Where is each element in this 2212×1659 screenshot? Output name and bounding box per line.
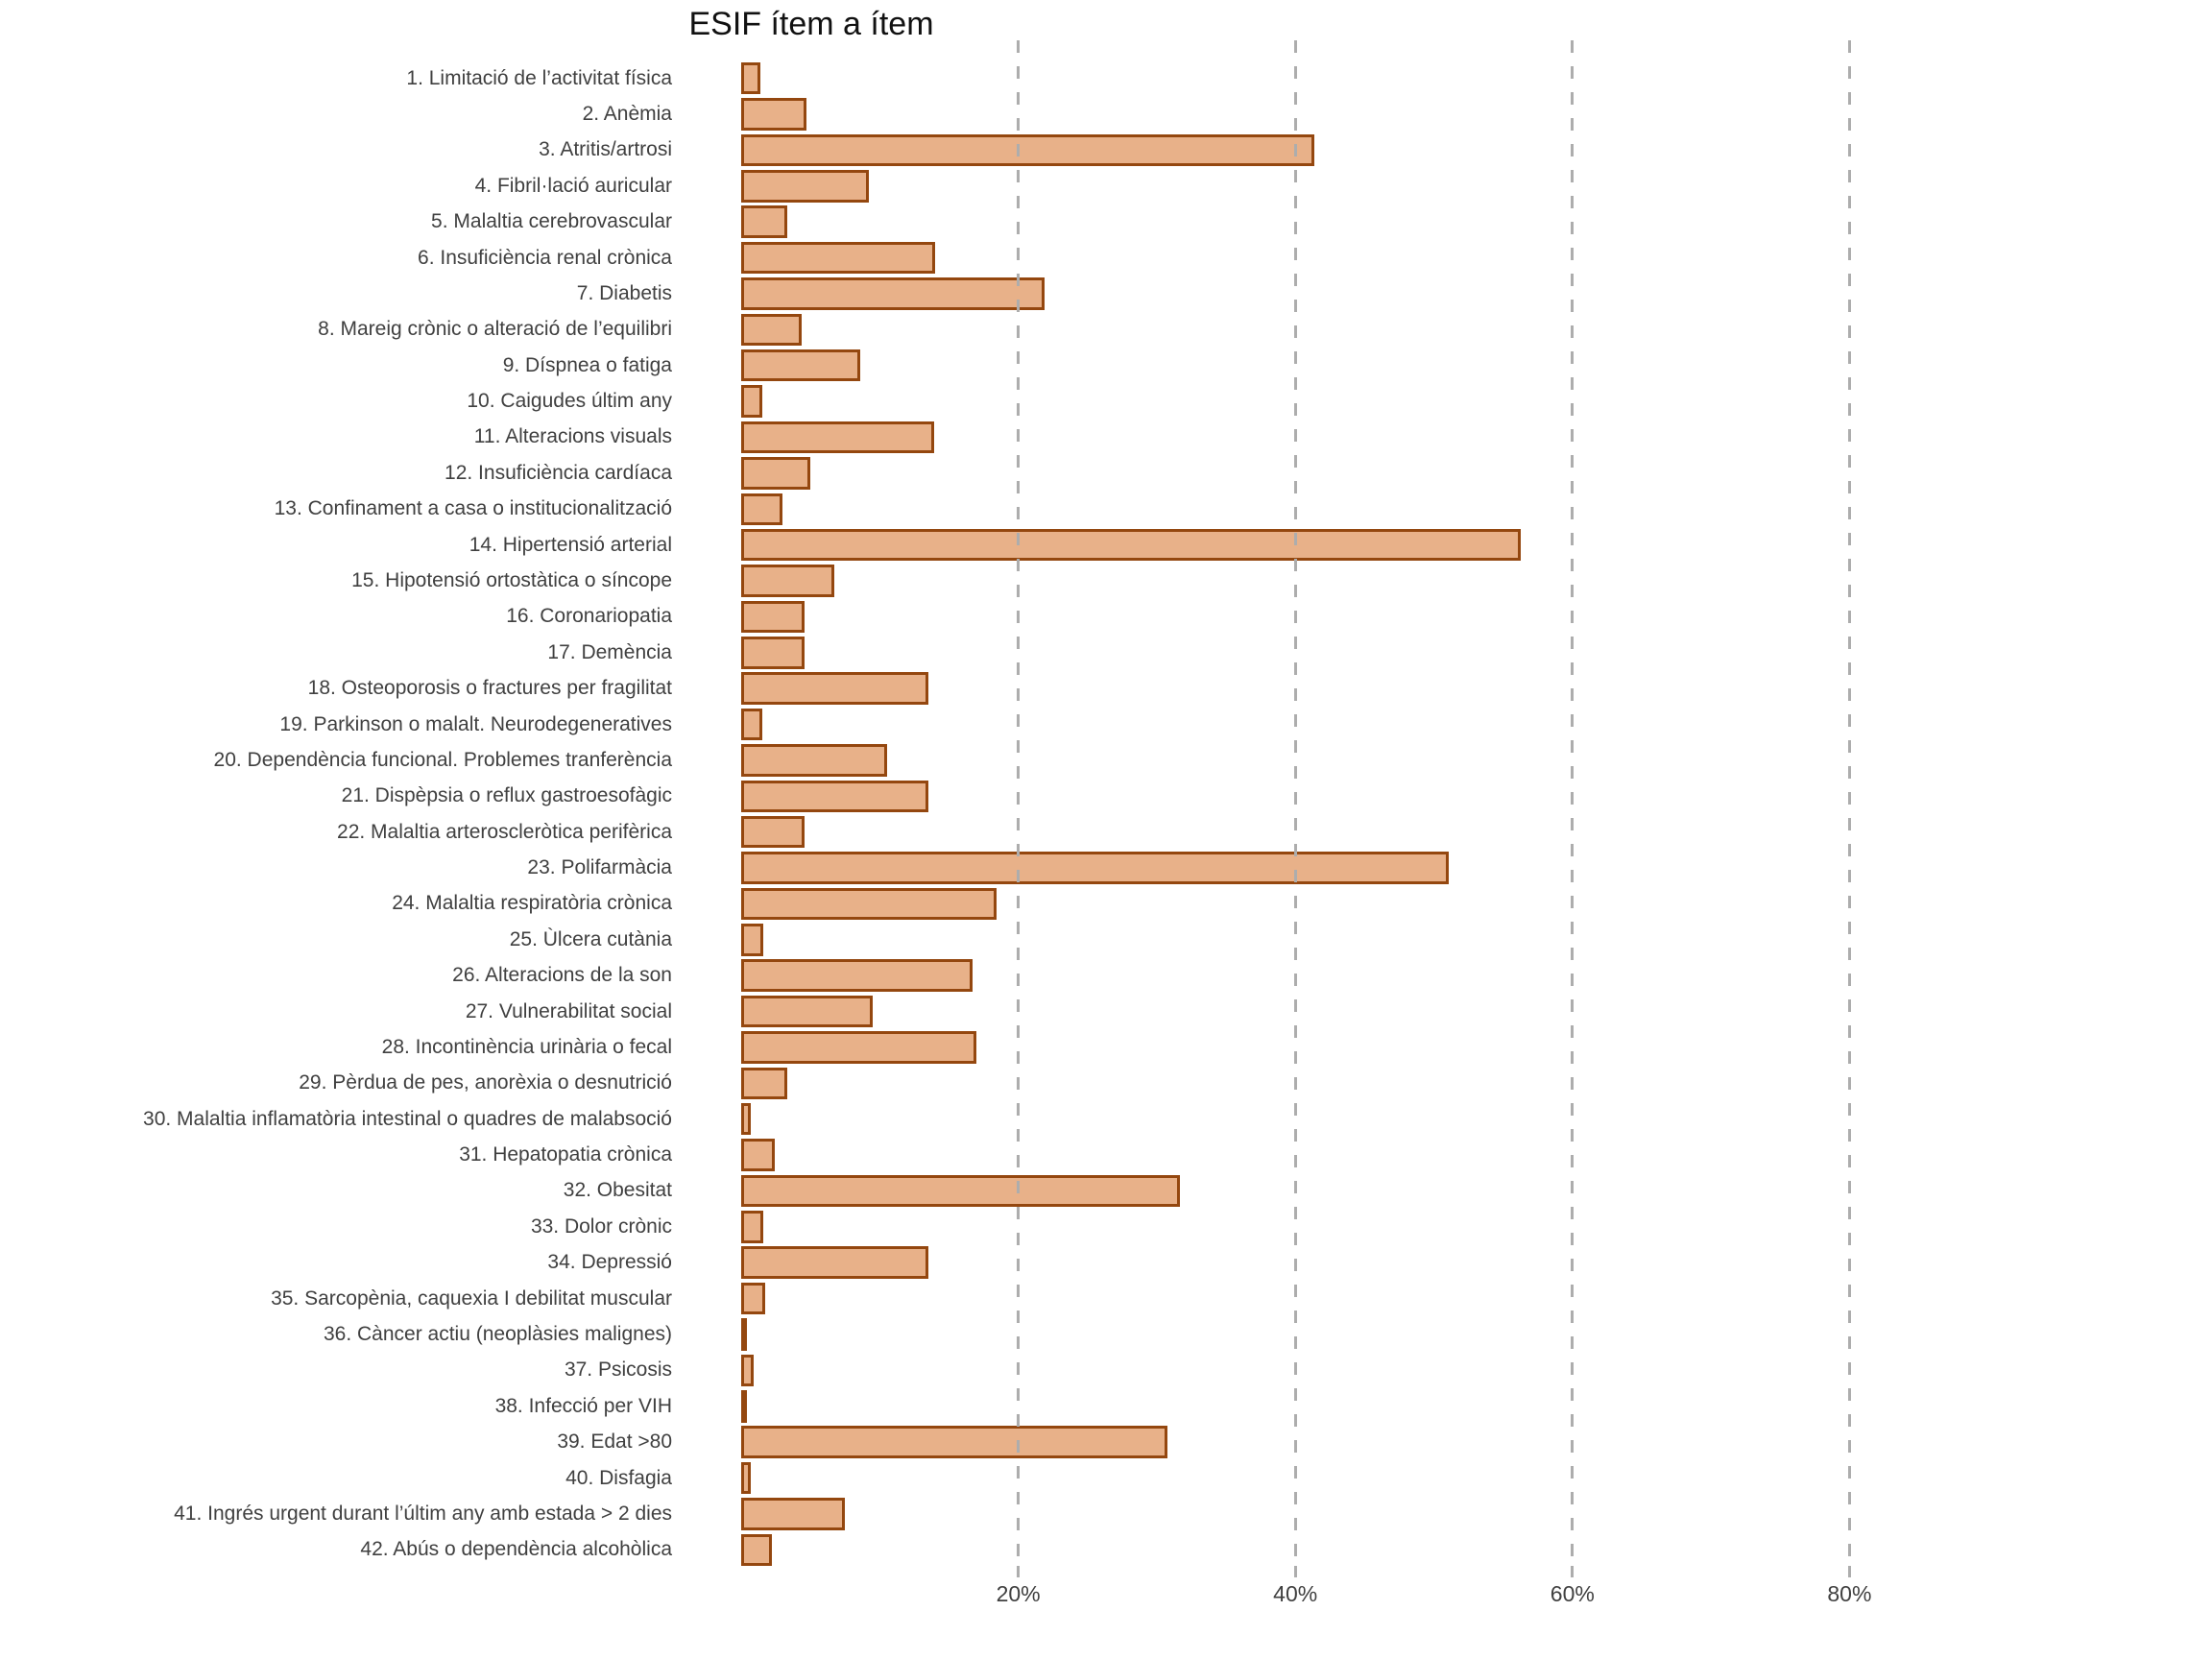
bar <box>741 385 762 418</box>
category-label: 19. Parkinson o malalt. Neurodegenerativ… <box>279 712 672 735</box>
category-label: 36. Càncer actiu (neoplàsies malignes) <box>323 1322 672 1345</box>
category-label: 11. Alteracions visuals <box>473 425 672 448</box>
category-label: 10. Caigudes últim any <box>467 390 672 413</box>
bar <box>741 1390 747 1423</box>
category-label: 28. Incontinència urinària o fecal <box>381 1035 672 1058</box>
category-label: 33. Dolor crònic <box>530 1214 672 1238</box>
bar <box>741 959 973 992</box>
bar <box>741 1211 764 1243</box>
x-tick-label: 20% <box>996 1581 1041 1606</box>
category-label: 17. Demència <box>547 640 672 663</box>
tick-mark <box>1847 1566 1851 1577</box>
category-label: 40. Disfagia <box>565 1466 672 1489</box>
bar <box>741 1498 846 1530</box>
bar <box>741 1246 928 1279</box>
category-label: 4. Fibril·lació auricular <box>474 174 672 197</box>
category-label: 20. Dependència funcional. Problemes tra… <box>213 748 672 771</box>
bar <box>741 1354 754 1387</box>
category-label: 8. Mareig crònic o alteració de l’equili… <box>318 318 672 341</box>
category-label: 26. Alteracions de la son <box>452 964 672 987</box>
bar <box>741 815 805 849</box>
x-tick-label: 60% <box>1550 1581 1595 1606</box>
category-label: 34. Depressió <box>547 1251 672 1274</box>
category-label: 38. Infecció per VIH <box>494 1394 672 1417</box>
bar <box>741 600 805 634</box>
bar <box>741 1067 787 1100</box>
bar <box>741 1533 772 1567</box>
bar <box>741 205 787 238</box>
bar <box>741 1282 765 1315</box>
category-label: 14. Hipertensió arterial <box>469 533 672 556</box>
bar <box>741 1139 775 1171</box>
bar <box>741 421 934 454</box>
category-label: 9. Díspnea o fatiga <box>502 353 672 376</box>
bar <box>741 241 936 275</box>
category-label: 22. Malaltia arteroscleròtica perifèrica <box>337 820 672 843</box>
category-label: 7. Diabetis <box>576 281 672 304</box>
bar <box>741 924 764 956</box>
bar <box>741 708 762 741</box>
bar <box>741 887 997 921</box>
category-label: 37. Psicosis <box>564 1358 672 1382</box>
bar <box>741 1102 752 1136</box>
bar <box>741 852 1450 884</box>
category-label: 29. Pèrdua de pes, anorèxia o desnutrici… <box>299 1071 672 1094</box>
gridline-20% <box>1017 40 1021 1566</box>
bar <box>741 637 805 669</box>
bar <box>741 1426 1168 1458</box>
category-label: 32. Obesitat <box>563 1179 672 1202</box>
category-label: 18. Osteoporosis o fractures per fragili… <box>307 677 672 700</box>
tick-mark <box>1293 1566 1297 1577</box>
bar <box>741 1174 1181 1208</box>
bar <box>741 1031 977 1064</box>
category-label: 1. Limitació de l’activitat física <box>406 66 672 89</box>
category-label: 31. Hepatopatia crònica <box>459 1143 672 1166</box>
bar <box>741 277 1046 310</box>
bar <box>741 995 874 1028</box>
chart-title: ESIF ítem a ítem <box>688 6 934 42</box>
category-label: 3. Atritis/artrosi <box>539 138 672 161</box>
category-label: 42. Abús o dependència alcohòlica <box>360 1538 672 1561</box>
category-label: 30. Malaltia inflamatòria intestinal o q… <box>143 1107 672 1130</box>
bar <box>741 1461 752 1495</box>
category-label: 41. Ingrés urgent durant l’últim any amb… <box>174 1502 672 1525</box>
category-label: 15. Hipotensió ortostàtica o síncope <box>351 569 672 591</box>
x-tick-label: 80% <box>1827 1581 1872 1606</box>
bar <box>741 565 834 597</box>
gridline-40% <box>1293 40 1297 1566</box>
bar <box>741 493 783 525</box>
bar <box>741 672 928 705</box>
tick-mark <box>1571 1566 1575 1577</box>
bar <box>741 780 928 813</box>
category-label: 27. Vulnerabilitat social <box>465 999 672 1022</box>
bar <box>741 133 1315 167</box>
category-label: 35. Sarcopènia, caquexia I debilitat mus… <box>271 1286 672 1310</box>
category-label: 5. Malaltia cerebrovascular <box>431 210 672 233</box>
category-label: 12. Insuficiència cardíaca <box>445 461 672 484</box>
tick-mark <box>1017 1566 1021 1577</box>
category-label: 25. Ùlcera cutània <box>509 927 672 950</box>
category-label: 16. Coronariopatia <box>506 605 672 628</box>
gridline-60% <box>1571 40 1575 1566</box>
bar <box>741 744 887 777</box>
x-tick-label: 40% <box>1273 1581 1318 1606</box>
bar <box>741 61 761 95</box>
category-label: 21. Dispèpsia o reflux gastroesofàgic <box>341 784 672 807</box>
bar <box>741 98 806 131</box>
category-label: 24. Malaltia respiratòria crònica <box>392 892 672 915</box>
bar <box>741 528 1522 562</box>
category-label: 6. Insuficiència renal crònica <box>418 246 672 269</box>
bar <box>741 1318 747 1351</box>
bar <box>741 457 811 490</box>
bar <box>741 170 869 203</box>
category-label: 39. Edat >80 <box>557 1431 672 1454</box>
category-label: 13. Confinament a casa o institucionalit… <box>274 497 672 520</box>
bar <box>741 313 803 347</box>
gridline-80% <box>1847 40 1851 1566</box>
category-label: 2. Anèmia <box>582 103 672 126</box>
category-label: 23. Polifarmàcia <box>527 856 672 879</box>
bar <box>741 349 861 382</box>
